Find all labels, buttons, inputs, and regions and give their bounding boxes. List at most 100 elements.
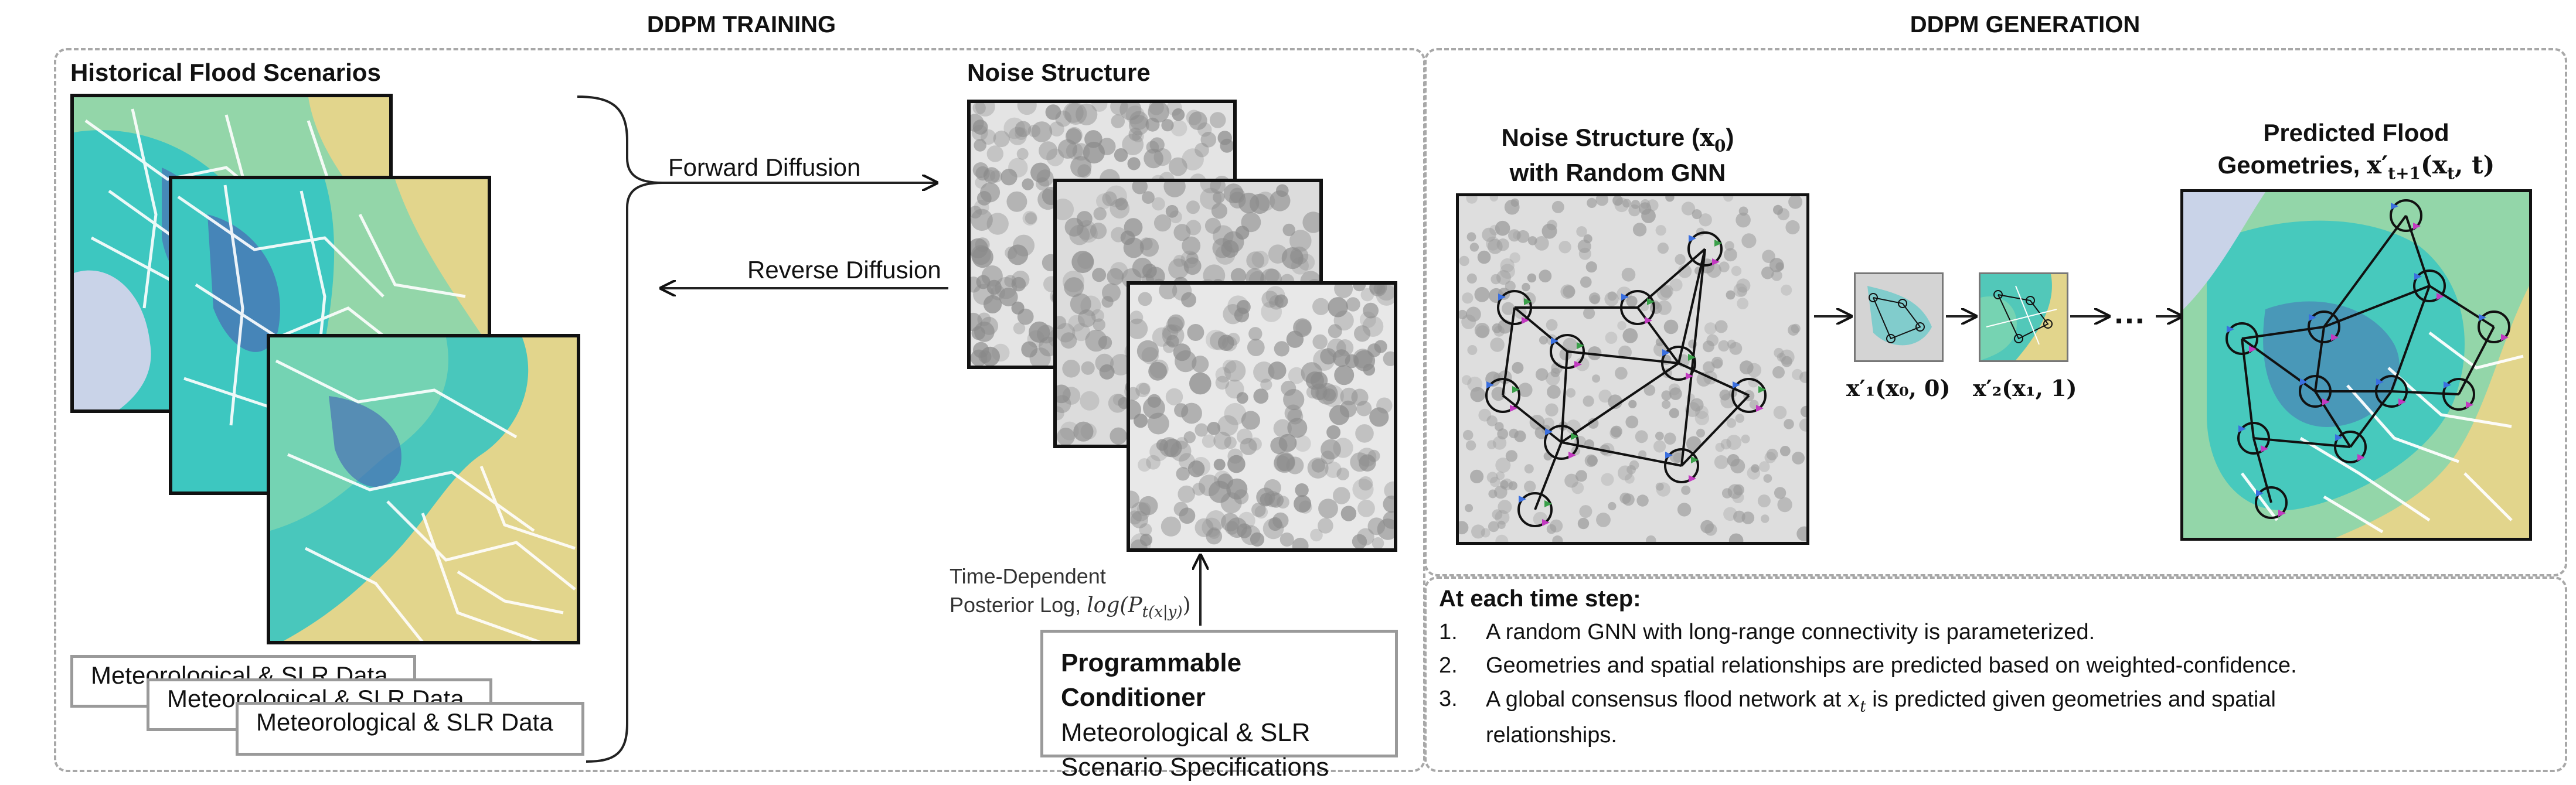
- gnn-node: [2334, 431, 2367, 463]
- gnn-node-marker: [1647, 298, 1655, 305]
- forward-diffusion-label: Forward Diffusion: [668, 153, 861, 181]
- generation-panel: [1424, 48, 2567, 576]
- noise-dot: [1774, 487, 1786, 499]
- noise-dot: [1622, 199, 1631, 208]
- noise-dot: [1781, 356, 1792, 367]
- noise-dot: [1535, 368, 1549, 381]
- noise-dot: [1492, 436, 1507, 450]
- gnn-node-marker: [2357, 454, 2365, 461]
- noise-dot: [1660, 284, 1673, 298]
- noise-dot: [1015, 121, 1032, 138]
- noise-dot: [1763, 474, 1772, 483]
- noise-dot: [1696, 428, 1705, 438]
- gnn-node-marker: [1758, 386, 1766, 393]
- noise-dot: [1286, 330, 1304, 348]
- noise-dot: [1224, 360, 1246, 382]
- noise-dot: [1200, 182, 1221, 194]
- noise-dot: [1049, 121, 1064, 136]
- noise-dot: [1102, 191, 1117, 206]
- gnn-node-marker: [1545, 428, 1553, 435]
- noise-dot: [1522, 282, 1530, 292]
- noise-dot: [1372, 537, 1384, 548]
- posterior-label: Time-Dependent Posterior Log, log(Pt(x|y…: [950, 562, 1191, 623]
- noise-dot: [1195, 142, 1209, 158]
- noise-dot: [1524, 480, 1536, 493]
- noise-dot: [1148, 361, 1167, 381]
- timestep-item-3: 3. A global consensus flood network at xt…: [1439, 686, 2276, 748]
- noise-dot: [1340, 506, 1357, 521]
- noise-dot: [1766, 448, 1778, 460]
- noise-dot: [1283, 388, 1305, 411]
- noise-dot: [1500, 258, 1515, 273]
- noise-dot: [1730, 459, 1745, 474]
- noise-dot: [1358, 476, 1373, 491]
- noise-dot: [1785, 220, 1800, 235]
- noise-dot: [1217, 415, 1238, 436]
- noise-dot: [1213, 191, 1225, 204]
- gnn-node-marker: [2256, 490, 2264, 497]
- noise-dot: [1738, 206, 1748, 216]
- noise-dot: [1274, 341, 1289, 357]
- noise-dot: [1467, 345, 1478, 355]
- noise-dot: [1326, 425, 1341, 439]
- noise-dot: [1095, 353, 1114, 373]
- noise-dot: [1318, 499, 1338, 518]
- noise-dot: [971, 114, 984, 132]
- noise-dot: [1111, 114, 1125, 128]
- programmable-conditioner-box: Programmable Conditioner Meteorological …: [1040, 630, 1398, 781]
- noise-dot: [1357, 528, 1374, 546]
- timestep-panel: [1424, 576, 2567, 772]
- noise-dot: [1466, 273, 1477, 284]
- gnn-node: [1550, 334, 1585, 369]
- noise-dot: [1287, 408, 1304, 425]
- posterior-math: log(P: [1087, 593, 1142, 617]
- noise-dot: [1497, 520, 1506, 530]
- step1-graphic: [1856, 274, 1942, 360]
- noise-dot: [1505, 281, 1516, 292]
- noise-dot: [1294, 495, 1312, 513]
- noise-dot: [1470, 387, 1485, 402]
- noise-dot: [1527, 236, 1537, 245]
- noise-dot: [972, 103, 986, 115]
- noise-dot: [1062, 271, 1084, 292]
- gnn-node-marker: [1571, 433, 1578, 440]
- gnn-node-marker: [2479, 314, 2486, 321]
- noise-dot: [1669, 408, 1679, 418]
- noise-dot: [1166, 335, 1179, 348]
- noise-dot: [1471, 524, 1485, 539]
- noise-dot: [1063, 103, 1084, 123]
- noise-dot: [1013, 234, 1035, 257]
- noise-dot: [1486, 472, 1498, 483]
- noise-dot: [1156, 439, 1168, 451]
- noise-dot: [1210, 331, 1229, 350]
- noise-dot: [1149, 359, 1169, 378]
- noise-dot: [1617, 321, 1626, 330]
- noise-dot: [1563, 285, 1575, 298]
- noise-dot: [1192, 483, 1206, 496]
- noise-dot: [1466, 306, 1481, 322]
- noise-dot: [1715, 442, 1725, 452]
- gnn-edge: [2241, 338, 2255, 439]
- noise-dot: [1490, 476, 1500, 487]
- noise-dot: [1663, 319, 1679, 335]
- noise-dot: [1130, 400, 1141, 420]
- noise-dot: [1272, 512, 1289, 529]
- noise-dot: [1165, 204, 1179, 218]
- noise-dot: [1726, 418, 1737, 428]
- noise-dot: [1008, 244, 1029, 265]
- noise-dot: [1524, 464, 1534, 474]
- noise-dot: [1494, 485, 1508, 499]
- noise-dot: [1541, 223, 1557, 239]
- noise-dot: [1057, 406, 1064, 421]
- gnn-edge: [2391, 390, 2459, 395]
- noise-dot: [1209, 112, 1226, 128]
- noise-dot: [1518, 383, 1533, 397]
- noise-dot: [1064, 217, 1084, 237]
- noise-dot: [1595, 196, 1609, 206]
- noise-dot: [1328, 297, 1348, 318]
- noise-dot: [1169, 210, 1182, 224]
- posterior-line1: Time-Dependent: [950, 564, 1106, 588]
- noise-dot: [1209, 480, 1231, 503]
- noise-dot: [1284, 404, 1302, 422]
- noise-dot: [1655, 225, 1666, 236]
